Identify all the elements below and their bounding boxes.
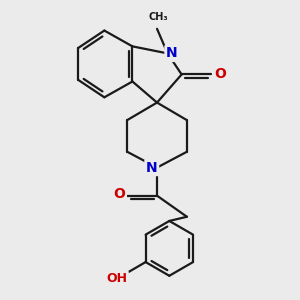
Text: N: N <box>166 46 178 60</box>
Text: O: O <box>113 187 125 201</box>
Text: O: O <box>214 68 226 82</box>
Text: CH₃: CH₃ <box>149 13 169 22</box>
Text: N: N <box>146 160 158 175</box>
Text: OH: OH <box>106 272 127 285</box>
